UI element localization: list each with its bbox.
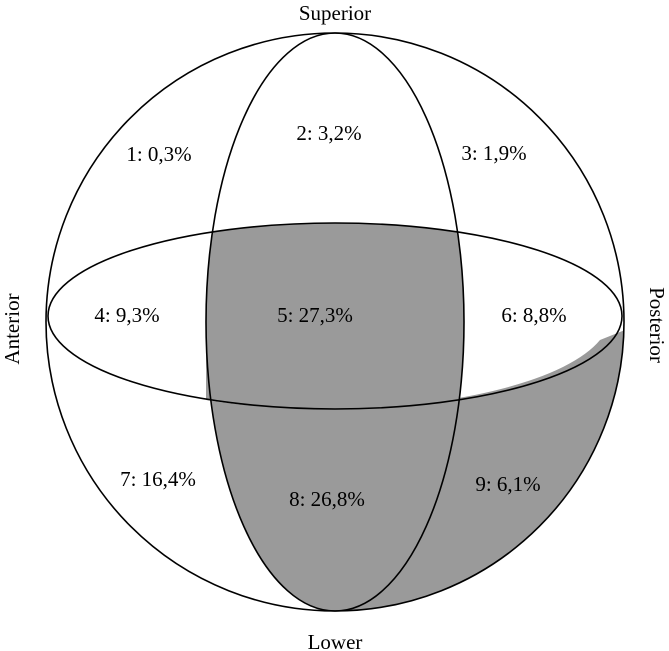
region-4-label: 4: 9,3%	[94, 303, 159, 327]
region-5-label: 5: 27,3%	[277, 303, 353, 327]
region-2-label: 2: 3,2%	[296, 121, 361, 145]
region-5-fill	[206, 223, 464, 409]
region-1-label: 1: 0,3%	[126, 142, 191, 166]
region-6-label: 6: 8,8%	[501, 303, 566, 327]
region-9-label: 9: 6,1%	[475, 472, 540, 496]
region-8-label: 8: 26,8%	[289, 487, 365, 511]
region-7-label: 7: 16,4%	[120, 467, 196, 491]
region-3-label: 3: 1,9%	[461, 141, 526, 165]
label-posterior: Posterior	[645, 287, 669, 363]
shaded-areas	[206, 223, 624, 611]
label-anterior: Anterior	[0, 293, 24, 364]
label-superior: Superior	[299, 1, 371, 25]
label-lower: Lower	[308, 630, 363, 651]
horizontal-ellipse	[47, 222, 623, 410]
vertical-ellipse	[205, 32, 465, 612]
